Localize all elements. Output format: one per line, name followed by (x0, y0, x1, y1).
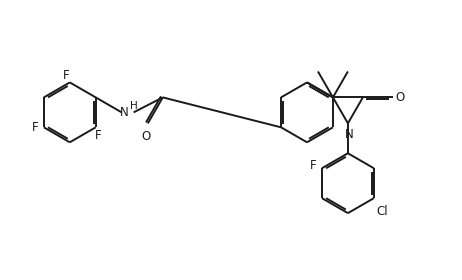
Text: O: O (142, 130, 151, 143)
Text: Cl: Cl (376, 205, 388, 218)
Text: F: F (63, 69, 69, 82)
Text: H: H (130, 101, 138, 111)
Text: F: F (310, 159, 317, 172)
Text: O: O (395, 91, 404, 104)
Text: N: N (345, 128, 353, 141)
Text: F: F (95, 129, 101, 142)
Text: N: N (120, 106, 128, 119)
Text: F: F (32, 121, 39, 134)
